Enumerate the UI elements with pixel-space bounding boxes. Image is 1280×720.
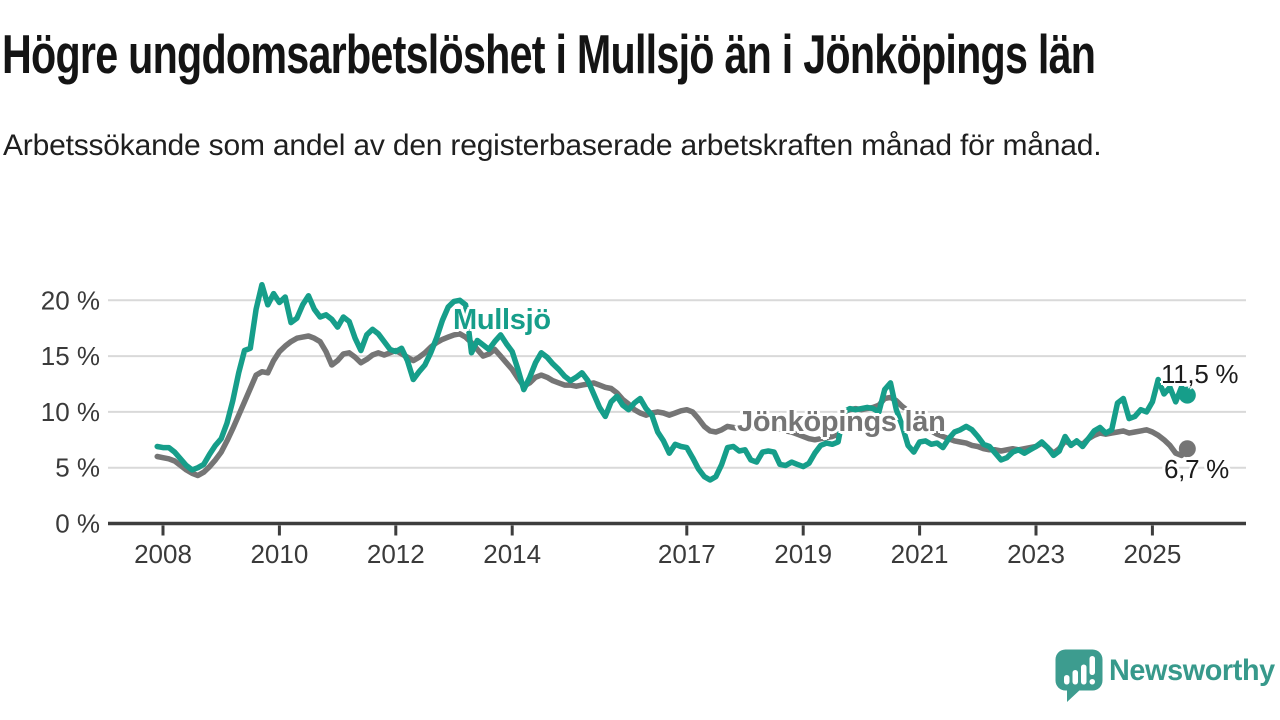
- x-tick-label: 2008: [134, 539, 192, 569]
- y-tick-label: 10 %: [41, 397, 100, 427]
- newsworthy-logo: Newsworthy: [1054, 646, 1280, 706]
- series-end-dot-mullsjo: [1178, 386, 1196, 404]
- series-line-jonkoping: [154, 331, 1191, 479]
- x-tick-label: 2021: [891, 539, 949, 569]
- end-value-mullsjo: 11,5 %: [1161, 359, 1239, 389]
- newsworthy-logo-text: Newsworthy: [1109, 654, 1275, 687]
- x-tick-label: 2023: [1007, 539, 1065, 569]
- x-tick-label: 2014: [483, 539, 541, 569]
- x-tick-label: 2019: [774, 539, 832, 569]
- chart-subtitle: Arbetssökande som andel av den registerb…: [3, 129, 1102, 162]
- series-end-dot-jonkoping: [1178, 440, 1196, 458]
- y-tick-label: 15 %: [41, 341, 100, 371]
- y-tick-label: 5 %: [55, 453, 100, 483]
- page-title-text: Högre ungdomsarbetslöshet i Mullsjö än i…: [2, 23, 1096, 85]
- x-tick-label: 2017: [658, 539, 716, 569]
- series-label-mullsjo: Mullsjö: [453, 304, 551, 336]
- series-line-mullsjo: [154, 281, 1191, 483]
- page-title: Högre ungdomsarbetslöshet i Mullsjö än i…: [2, 22, 1280, 86]
- x-tick-label: 2012: [367, 539, 425, 569]
- x-tick-label: 2025: [1123, 539, 1181, 569]
- y-tick-label: 20 %: [41, 285, 100, 315]
- y-tick-label: 0 %: [55, 509, 100, 539]
- end-value-jonkoping: 6,7 %: [1164, 454, 1229, 484]
- x-tick-label: 2010: [250, 539, 308, 569]
- series-label-jonkoping: Jönköpings län: [737, 406, 946, 438]
